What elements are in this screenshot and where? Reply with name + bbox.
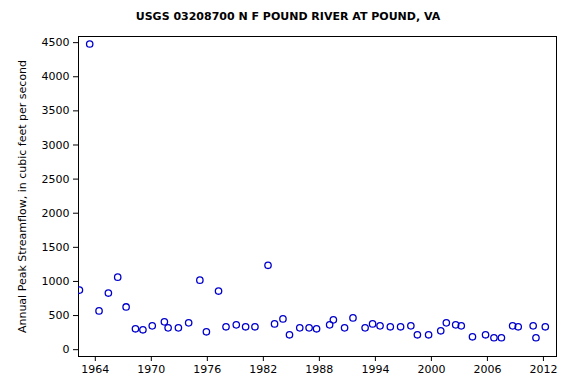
svg-text:3000: 3000 <box>42 139 70 152</box>
svg-text:1988: 1988 <box>305 363 333 376</box>
svg-text:1970: 1970 <box>137 363 165 376</box>
svg-text:1982: 1982 <box>249 363 277 376</box>
svg-text:1000: 1000 <box>42 275 70 288</box>
svg-text:500: 500 <box>49 309 70 322</box>
svg-text:2500: 2500 <box>42 173 70 186</box>
svg-text:4500: 4500 <box>42 36 70 49</box>
svg-text:4000: 4000 <box>42 70 70 83</box>
svg-text:3500: 3500 <box>42 104 70 117</box>
svg-text:2000: 2000 <box>417 363 445 376</box>
svg-text:2000: 2000 <box>42 207 70 220</box>
svg-text:2012: 2012 <box>529 363 557 376</box>
svg-text:2006: 2006 <box>473 363 501 376</box>
svg-text:1994: 1994 <box>361 363 389 376</box>
svg-text:1976: 1976 <box>193 363 221 376</box>
svg-text:1964: 1964 <box>81 363 109 376</box>
html-text:USGS 03208700 N F POUND RIVER: USGS 03208700 N F POUND RIVER AT POUND, … <box>135 10 441 23</box>
svg-text:Annual Peak Streamflow, in cub: Annual Peak Streamflow, in cubic feet pe… <box>16 60 29 333</box>
svg-text:0: 0 <box>63 343 70 356</box>
svg-text:1500: 1500 <box>42 241 70 254</box>
